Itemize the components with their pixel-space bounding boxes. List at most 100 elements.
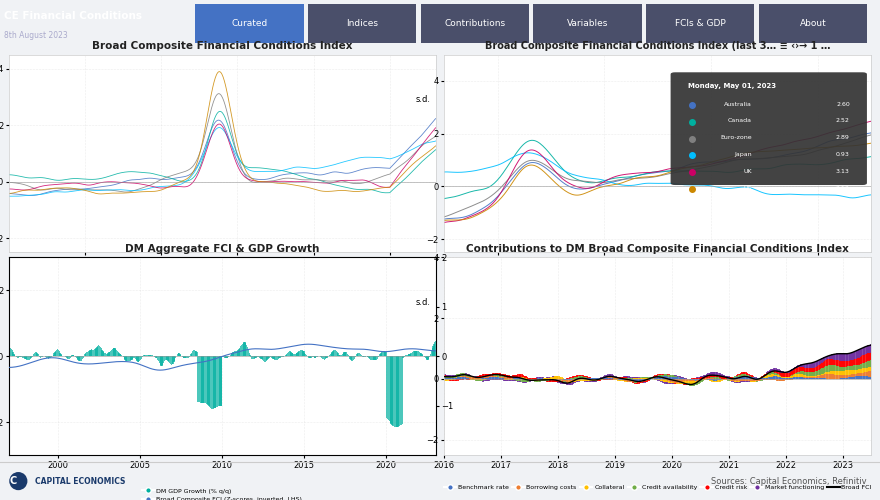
Bar: [137, 356, 138, 362]
Bar: [720, 374, 722, 376]
Bar: [286, 354, 288, 356]
Bar: [402, 356, 404, 358]
Bar: [321, 356, 322, 358]
Bar: [811, 363, 814, 368]
Bar: [446, 379, 449, 380]
Bar: [736, 379, 738, 382]
Bar: [580, 379, 583, 381]
Bar: [640, 382, 642, 383]
Bar: [568, 379, 570, 380]
Text: 2.60: 2.60: [836, 102, 850, 106]
Bar: [800, 374, 803, 377]
Bar: [749, 381, 752, 382]
Bar: [470, 379, 473, 380]
Bar: [722, 377, 725, 379]
Bar: [772, 368, 774, 371]
Bar: [862, 372, 865, 376]
Bar: [766, 374, 768, 375]
Bar: [446, 376, 449, 378]
Bar: [54, 354, 55, 356]
Bar: [726, 376, 729, 377]
Bar: [731, 381, 734, 382]
Bar: [834, 374, 837, 379]
Bar: [509, 380, 511, 381]
Bar: [288, 352, 290, 356]
Bar: [230, 355, 231, 356]
Bar: [781, 372, 784, 374]
Bar: [633, 382, 635, 383]
Bar: [199, 356, 200, 403]
Bar: [690, 384, 693, 386]
Bar: [779, 375, 781, 376]
Bar: [708, 376, 710, 378]
Bar: [485, 379, 487, 380]
Bar: [447, 379, 450, 380]
Bar: [566, 382, 568, 385]
Bar: [162, 356, 164, 365]
Bar: [168, 356, 169, 362]
Bar: [657, 379, 660, 380]
Bar: [857, 350, 860, 358]
Bar: [577, 378, 580, 379]
Bar: [689, 379, 691, 380]
Bar: [639, 378, 642, 379]
Bar: [784, 372, 787, 374]
Bar: [395, 356, 396, 427]
Bar: [481, 380, 484, 382]
Bar: [627, 380, 630, 382]
Bar: [112, 349, 113, 356]
Bar: [308, 356, 310, 358]
Bar: [614, 376, 617, 377]
Bar: [825, 374, 827, 378]
Bar: [83, 356, 84, 358]
Bar: [275, 356, 277, 360]
Bar: [814, 372, 817, 376]
Bar: [458, 374, 461, 376]
Bar: [349, 356, 351, 359]
Bar: [637, 382, 640, 384]
Bar: [502, 379, 504, 380]
Bar: [467, 374, 470, 375]
Bar: [791, 379, 794, 380]
Bar: [266, 356, 267, 362]
Text: Curated: Curated: [231, 19, 268, 28]
Bar: [657, 374, 660, 376]
Bar: [504, 380, 507, 381]
Bar: [733, 379, 736, 381]
Bar: [100, 348, 102, 356]
Bar: [860, 348, 862, 356]
Bar: [90, 350, 91, 356]
Bar: [704, 376, 707, 378]
Bar: [775, 374, 778, 375]
Bar: [697, 382, 700, 384]
Bar: [818, 374, 821, 376]
Bar: [59, 351, 60, 356]
Bar: [490, 376, 493, 377]
Bar: [50, 356, 51, 358]
Bar: [335, 350, 336, 356]
Bar: [745, 374, 748, 376]
Bar: [504, 377, 507, 378]
Bar: [752, 376, 754, 377]
Bar: [627, 378, 630, 379]
Bar: [832, 360, 835, 365]
Bar: [678, 379, 681, 382]
Bar: [772, 374, 774, 376]
Bar: [747, 379, 750, 380]
Bar: [607, 376, 610, 377]
Bar: [175, 356, 176, 358]
Bar: [584, 376, 587, 377]
Bar: [187, 356, 189, 358]
Bar: [570, 377, 573, 378]
Bar: [564, 382, 567, 384]
Bar: [270, 356, 271, 358]
Bar: [403, 356, 405, 357]
Bar: [832, 371, 834, 374]
Bar: [697, 379, 700, 380]
Bar: [94, 348, 96, 356]
Bar: [770, 370, 773, 371]
Bar: [870, 367, 872, 371]
Bar: [862, 376, 864, 379]
Bar: [667, 376, 670, 379]
Bar: [208, 356, 209, 405]
